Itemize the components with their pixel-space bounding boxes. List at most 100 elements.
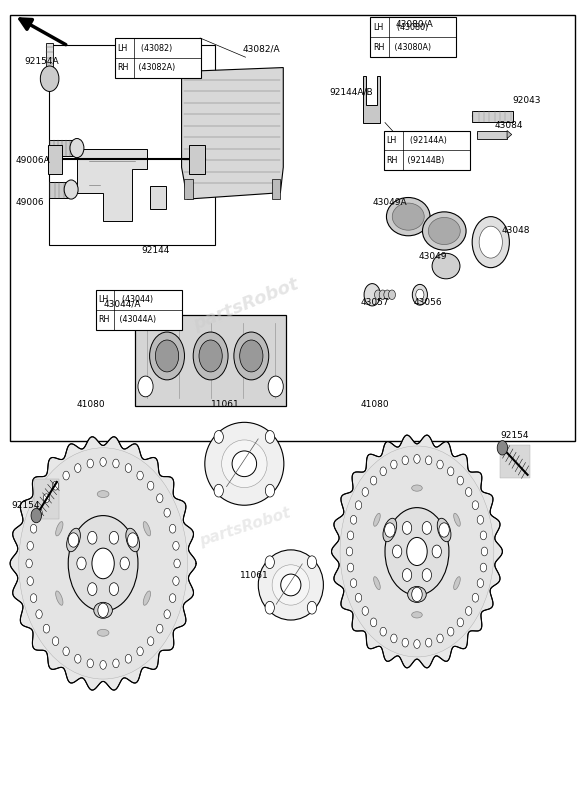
- Circle shape: [77, 557, 86, 570]
- Text: LH: LH: [387, 136, 397, 145]
- Text: 92154: 92154: [500, 430, 529, 439]
- Circle shape: [347, 563, 354, 572]
- Ellipse shape: [432, 254, 460, 279]
- Circle shape: [31, 509, 41, 522]
- Ellipse shape: [374, 514, 380, 526]
- Circle shape: [465, 487, 472, 496]
- FancyBboxPatch shape: [189, 145, 206, 174]
- Ellipse shape: [94, 602, 112, 618]
- Circle shape: [92, 548, 114, 578]
- Polygon shape: [507, 130, 512, 138]
- Circle shape: [113, 459, 119, 468]
- Circle shape: [388, 290, 395, 299]
- Circle shape: [477, 578, 484, 587]
- Circle shape: [169, 524, 176, 533]
- FancyBboxPatch shape: [10, 15, 575, 442]
- Text: RH: RH: [117, 63, 129, 73]
- FancyBboxPatch shape: [48, 145, 62, 174]
- Text: 41080: 41080: [360, 400, 389, 410]
- Text: 92154A: 92154A: [25, 58, 59, 66]
- Circle shape: [157, 624, 163, 633]
- Circle shape: [477, 515, 484, 524]
- Circle shape: [307, 602, 317, 614]
- FancyBboxPatch shape: [370, 18, 457, 57]
- FancyBboxPatch shape: [49, 140, 75, 156]
- Circle shape: [173, 577, 179, 586]
- Ellipse shape: [232, 451, 256, 477]
- Circle shape: [147, 637, 154, 646]
- Circle shape: [422, 522, 432, 534]
- Ellipse shape: [281, 574, 301, 596]
- Text: 92154: 92154: [12, 501, 40, 510]
- Circle shape: [346, 547, 353, 556]
- Circle shape: [53, 482, 59, 490]
- Circle shape: [355, 501, 361, 510]
- Circle shape: [265, 602, 274, 614]
- Ellipse shape: [55, 522, 63, 536]
- Text: 43057: 43057: [360, 298, 389, 307]
- Circle shape: [437, 634, 443, 643]
- Circle shape: [457, 618, 464, 626]
- Polygon shape: [363, 76, 380, 122]
- Circle shape: [406, 538, 427, 566]
- Circle shape: [87, 659, 93, 668]
- Circle shape: [98, 603, 109, 618]
- Circle shape: [374, 290, 381, 299]
- Circle shape: [268, 376, 283, 397]
- Circle shape: [137, 647, 143, 656]
- Text: 92043: 92043: [513, 96, 541, 105]
- Circle shape: [125, 654, 131, 663]
- Circle shape: [347, 531, 354, 540]
- Circle shape: [193, 332, 228, 380]
- Circle shape: [472, 594, 479, 602]
- Circle shape: [120, 557, 130, 570]
- Circle shape: [234, 332, 269, 380]
- Circle shape: [391, 634, 397, 643]
- Circle shape: [214, 484, 223, 497]
- Circle shape: [30, 594, 37, 602]
- Circle shape: [147, 482, 154, 490]
- Circle shape: [265, 484, 274, 497]
- Circle shape: [173, 542, 179, 550]
- Text: RH: RH: [387, 156, 398, 165]
- Text: (92144B): (92144B): [405, 156, 444, 165]
- Circle shape: [481, 547, 488, 556]
- Circle shape: [27, 577, 33, 586]
- Ellipse shape: [392, 203, 424, 230]
- FancyBboxPatch shape: [272, 179, 280, 199]
- Circle shape: [391, 460, 397, 469]
- Circle shape: [40, 66, 59, 91]
- Text: LH: LH: [99, 295, 109, 305]
- Text: 43082/A: 43082/A: [242, 45, 280, 54]
- Circle shape: [392, 545, 402, 558]
- Text: 43044/A: 43044/A: [103, 300, 141, 309]
- Circle shape: [362, 487, 369, 496]
- Circle shape: [380, 467, 387, 476]
- FancyBboxPatch shape: [384, 130, 470, 170]
- Circle shape: [402, 638, 408, 647]
- Text: partsRobot: partsRobot: [190, 275, 301, 334]
- Polygon shape: [182, 67, 283, 199]
- Circle shape: [30, 524, 37, 533]
- Ellipse shape: [98, 630, 109, 636]
- Circle shape: [350, 515, 357, 524]
- Circle shape: [239, 340, 263, 372]
- Circle shape: [380, 627, 387, 636]
- Circle shape: [36, 610, 42, 618]
- Circle shape: [447, 467, 454, 476]
- Circle shape: [174, 559, 180, 568]
- Text: 43048: 43048: [501, 226, 530, 235]
- Circle shape: [127, 533, 138, 547]
- Circle shape: [472, 501, 479, 510]
- Ellipse shape: [422, 212, 466, 250]
- Circle shape: [426, 456, 432, 465]
- Circle shape: [384, 290, 391, 299]
- Circle shape: [402, 569, 412, 582]
- Text: 92144A/B: 92144A/B: [330, 88, 373, 97]
- Circle shape: [64, 180, 78, 199]
- Circle shape: [100, 458, 106, 466]
- FancyBboxPatch shape: [49, 182, 69, 198]
- Circle shape: [150, 332, 185, 380]
- Circle shape: [36, 508, 42, 517]
- Circle shape: [355, 594, 361, 602]
